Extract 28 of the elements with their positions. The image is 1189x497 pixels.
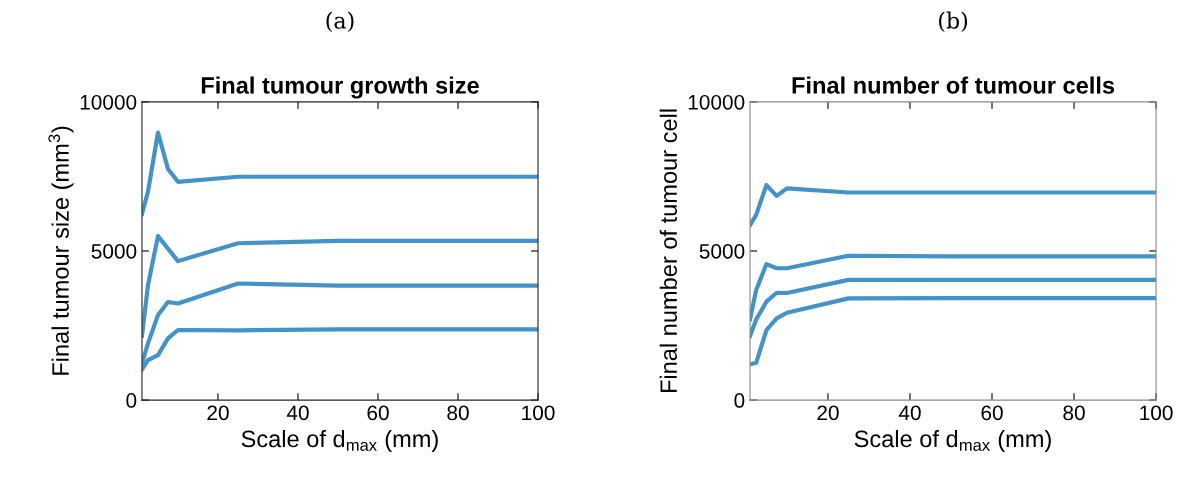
x-axis-title: Scale of d$_{max}$ (mm) [241, 429, 438, 452]
y-tick-label: 5000 [91, 243, 137, 259]
y-axis-title: Final tumour size (mm$^{3}$) [48, 126, 74, 375]
line-series [750, 296, 1157, 367]
text: (b) [939, 11, 968, 32]
x-tick-label: 40 [286, 405, 309, 421]
x-tick-label: 60 [981, 405, 1003, 421]
y-tick-label: 0 [734, 393, 745, 408]
x-tick-label: 20 [207, 405, 229, 421]
x-tick-label: 100 [522, 405, 555, 421]
x-tick-label: 80 [1063, 405, 1085, 421]
y-tick-label: 5000 [699, 243, 745, 259]
x-tick-label: 40 [898, 405, 921, 421]
y-tick-label: 0 [126, 393, 137, 408]
y-tick-label: 10000 [688, 94, 745, 110]
line-series [750, 182, 1157, 228]
y-tick-label: 10000 [80, 94, 137, 110]
line-series [141, 233, 539, 338]
x-tick-label: 20 [817, 405, 839, 421]
x-axis-title: Scale of d$_{max}$ (mm) [854, 429, 1051, 452]
chart-title: Final tumour growth size [201, 76, 479, 99]
x-tick-label: 80 [447, 405, 469, 421]
text: (a) [326, 11, 354, 32]
chart-title: Final number of tumour cells [792, 76, 1115, 94]
y-axis-title: Final number of tumour cell [659, 109, 678, 393]
x-tick-label: 60 [367, 405, 389, 421]
line-series [141, 130, 539, 217]
x-tick-label: 100 [1140, 405, 1173, 421]
